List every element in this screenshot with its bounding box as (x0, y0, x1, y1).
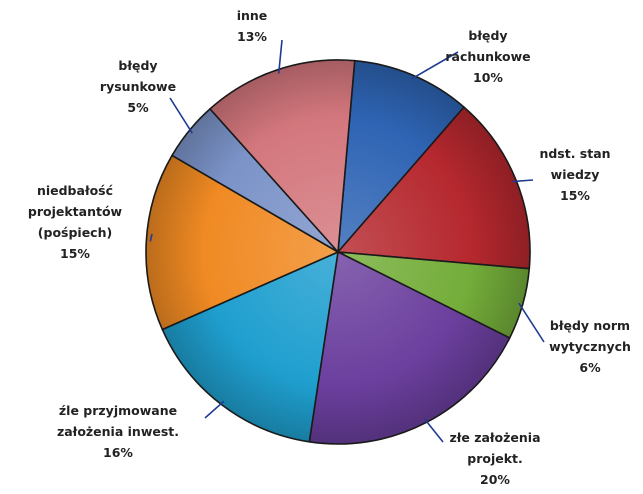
slice-value-label: 6% (579, 360, 601, 375)
pie-slices (145, 59, 531, 445)
slice-label: ndst. stan wiedzy 15% (539, 146, 610, 203)
slice-labels: błędy rachunkowe 10% ndst. stan wiedzy 15% błę… (28, 8, 631, 487)
slice-category-label: złe założenia (449, 430, 540, 445)
slice-category-label: wiedzy (551, 167, 600, 182)
slice-category-label: błędy (118, 58, 157, 73)
leader-line (149, 233, 153, 242)
slice-category-label: ndst. stan (539, 146, 610, 161)
leader-line (411, 51, 459, 80)
slice-label: źle przyjmowane założenia inwest. 16% (57, 403, 179, 460)
slice-value-label: 16% (103, 445, 133, 460)
slice-label: błędy norm wytycznych 6% (549, 318, 631, 375)
leader-line (204, 400, 225, 419)
pie-slice (145, 154, 339, 331)
slice-label: złe założenia projekt. 20% (449, 430, 540, 487)
slice-category-label: inne (237, 8, 268, 23)
slice-label: niedbałość projektantów (pośpiech) 15% (28, 183, 123, 261)
slice-label: inne 13% (237, 8, 268, 44)
slice-value-label: 15% (560, 188, 590, 203)
slice-category-label: rachunkowe (445, 49, 530, 64)
slice-category-label: założenia inwest. (57, 424, 179, 439)
slice-label: błędy rachunkowe 10% (445, 28, 530, 85)
slice-value-label: 5% (127, 100, 149, 115)
slice-category-label: niedbałość (37, 183, 113, 198)
slice-value-label: 13% (237, 29, 267, 44)
leader-line (512, 179, 534, 183)
slice-category-label: źle przyjmowane (59, 403, 177, 418)
slice-category-label: (pośpiech) (38, 225, 112, 240)
slice-value-label: 20% (480, 472, 510, 487)
slice-category-label: projekt. (467, 451, 523, 466)
pie-slice (209, 59, 356, 253)
slice-category-label: projektantów (28, 204, 123, 219)
leader-line (423, 418, 444, 443)
leader-line (518, 302, 545, 343)
slice-value-label: 10% (473, 70, 503, 85)
leader-lines (149, 39, 545, 443)
pie-slice (337, 106, 531, 270)
slice-category-label: wytycznych (549, 339, 631, 354)
pie-slice (337, 59, 465, 253)
slice-category-label: błędy norm (550, 318, 630, 333)
leader-line (277, 39, 283, 74)
slice-category-label: błędy (468, 28, 507, 43)
slice-label: błędy rysunkowe 5% (100, 58, 176, 115)
slice-value-label: 15% (60, 246, 90, 261)
slice-category-label: rysunkowe (100, 79, 176, 94)
leader-line (169, 97, 193, 134)
